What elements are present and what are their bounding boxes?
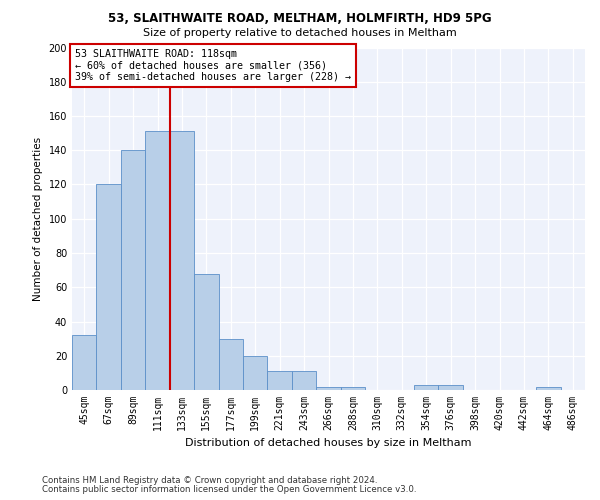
Bar <box>72 335 97 390</box>
Bar <box>194 274 218 390</box>
Bar <box>414 385 439 390</box>
Bar <box>341 386 365 390</box>
Y-axis label: Number of detached properties: Number of detached properties <box>33 136 43 301</box>
Bar <box>268 371 292 390</box>
Bar <box>292 371 316 390</box>
X-axis label: Distribution of detached houses by size in Meltham: Distribution of detached houses by size … <box>185 438 472 448</box>
Bar <box>439 385 463 390</box>
Bar <box>170 132 194 390</box>
Bar <box>316 386 341 390</box>
Bar <box>145 132 170 390</box>
Text: Contains public sector information licensed under the Open Government Licence v3: Contains public sector information licen… <box>42 485 416 494</box>
Text: Size of property relative to detached houses in Meltham: Size of property relative to detached ho… <box>143 28 457 38</box>
Text: 53, SLAITHWAITE ROAD, MELTHAM, HOLMFIRTH, HD9 5PG: 53, SLAITHWAITE ROAD, MELTHAM, HOLMFIRTH… <box>108 12 492 26</box>
Bar <box>121 150 145 390</box>
Text: Contains HM Land Registry data © Crown copyright and database right 2024.: Contains HM Land Registry data © Crown c… <box>42 476 377 485</box>
Bar <box>218 338 243 390</box>
Bar <box>536 386 560 390</box>
Bar <box>97 184 121 390</box>
Text: 53 SLAITHWAITE ROAD: 118sqm
← 60% of detached houses are smaller (356)
39% of se: 53 SLAITHWAITE ROAD: 118sqm ← 60% of det… <box>74 49 350 82</box>
Bar <box>243 356 268 390</box>
